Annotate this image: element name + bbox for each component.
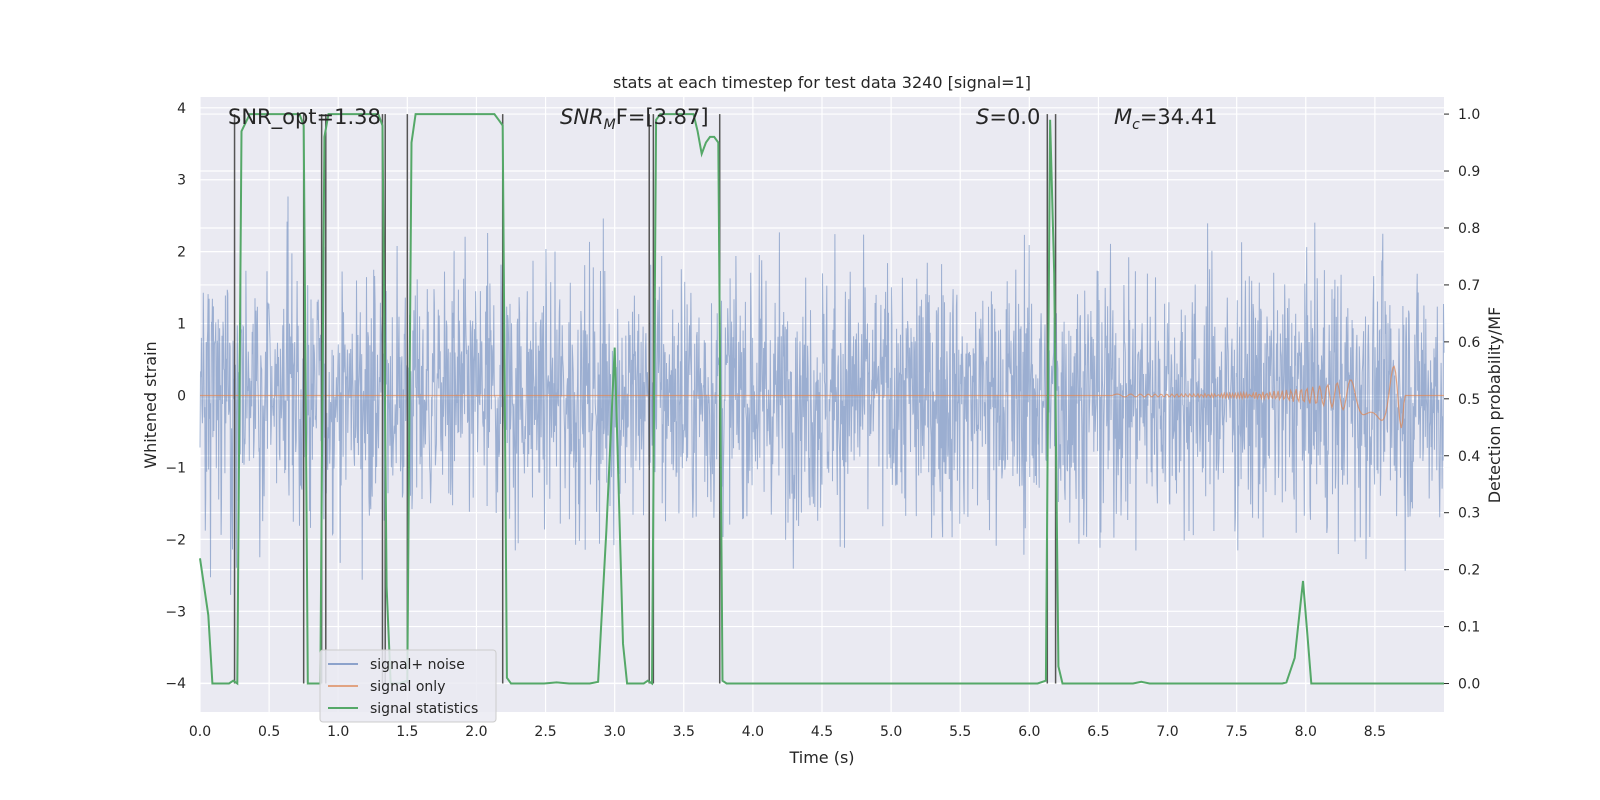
y-right-tick-label: 0.9 (1458, 164, 1480, 180)
annotation-snr-mf-sub: M (604, 117, 616, 133)
x-tick-label: 1.0 (327, 724, 349, 740)
y-right-tick-label: 1.0 (1458, 107, 1480, 123)
y-right-tick-label: 0.7 (1458, 278, 1480, 294)
y-right-tick-label: 0.2 (1458, 563, 1480, 579)
x-tick-label: 1.5 (396, 724, 418, 740)
x-axis-title: Time (s) (788, 748, 854, 767)
x-tick-label: 4.5 (811, 724, 833, 740)
x-tick-label: 4.0 (742, 724, 764, 740)
legend-signal-label: signal only (370, 679, 445, 695)
x-tick-label: 0.0 (189, 724, 211, 740)
signal-statistics-series (199, 113, 1444, 686)
y-left-tick-label: 0 (177, 389, 186, 405)
chart-title: stats at each timestep for test data 324… (613, 73, 1031, 92)
annotation-mc-sub: c (1132, 117, 1140, 133)
x-tick-label: 3.5 (673, 724, 695, 740)
annotation-mc-rest: =34.41 (1140, 105, 1218, 129)
annotation-snr-mf-rest: F=[3.87] (616, 105, 709, 129)
y-right-tick-label: 0.0 (1458, 677, 1480, 693)
annotation-snr-opt: SNR_opt=1.38 (228, 105, 381, 130)
x-tick-label: 5.5 (949, 724, 971, 740)
y-left-tick-label: 1 (177, 317, 186, 333)
y-right-tick-label: 0.3 (1458, 506, 1480, 522)
y-right-axis-title: Detection probability/MF (1485, 307, 1504, 504)
x-tick-label: 2.0 (465, 724, 487, 740)
annotation-s-main: S (976, 105, 989, 129)
x-tick-label: 0.5 (258, 724, 280, 740)
x-tick-label: 6.0 (1018, 724, 1040, 740)
annotation-snr-mf: SNRMF=[3.87] (560, 105, 709, 133)
y-left-axis-title: Whitened strain (141, 341, 160, 468)
x-tick-label: 8.5 (1364, 724, 1386, 740)
annotation-mc: Mc=34.41 (1114, 105, 1218, 133)
signal-statistics-line (199, 113, 1444, 686)
legend-noise-label: signal+ noise (370, 657, 465, 673)
x-tick-label: 3.0 (604, 724, 626, 740)
annotation-snr-mf-main: SNR (560, 105, 604, 129)
x-tick-label: 7.0 (1156, 724, 1178, 740)
legend-box (319, 649, 497, 723)
x-tick-label: 5.0 (880, 724, 902, 740)
legend-stats-label: signal statistics (370, 701, 478, 717)
y-left-tick-label: 3 (177, 173, 186, 189)
axis-labels: 0.0 0.5 1.0 1.5 2.0 2.5 3.0 3.5 4.0 4.5 5.0 5.5 6.0 6… (165, 101, 1480, 740)
y-right-tick-label: 0.8 (1458, 221, 1480, 237)
y-left-tick-label: −2 (165, 532, 186, 548)
y-right-tick-label: 0.1 (1458, 620, 1480, 636)
y-right-tick-label: 0.5 (1458, 392, 1480, 408)
x-tick-label: 8.0 (1295, 724, 1317, 740)
y-left-tick-label: 2 (177, 245, 186, 261)
x-tick-label: 7.5 (1226, 724, 1248, 740)
y-left-tick-label: 4 (177, 101, 186, 117)
annotation-mc-main: M (1114, 105, 1132, 129)
y-right-tick-label: 0.6 (1458, 335, 1480, 351)
annotation-s-rest: =0.0 (989, 105, 1040, 129)
y-left-tick-label: −4 (165, 676, 186, 692)
y-left-tick-label: −3 (165, 604, 186, 620)
legend: signal+ noise signal only signal statist… (319, 649, 497, 723)
annotation-s: S=0.0 (976, 105, 1040, 129)
y-right-tick-label: 0.4 (1458, 449, 1480, 465)
x-tick-label: 6.5 (1087, 724, 1109, 740)
y-left-tick-label: −1 (165, 460, 186, 476)
x-tick-label: 2.5 (534, 724, 556, 740)
